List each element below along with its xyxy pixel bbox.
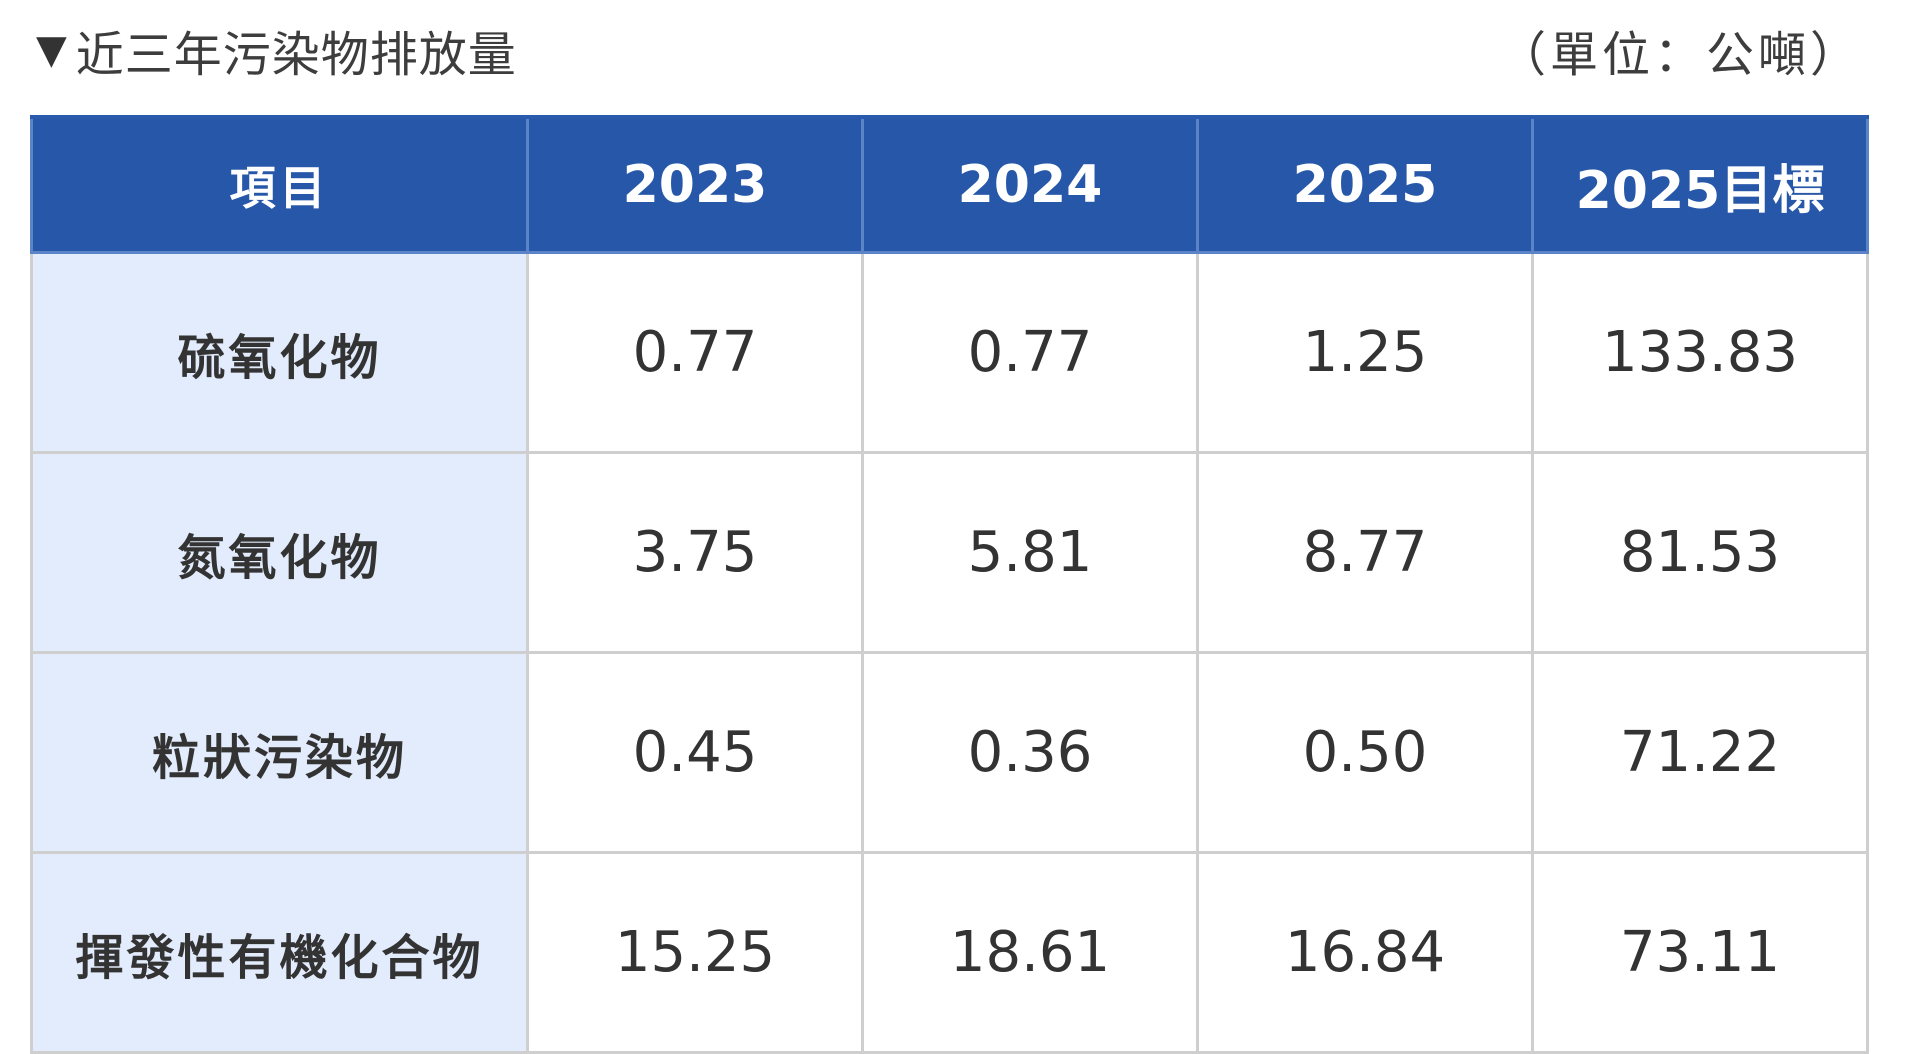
table-cell: 3.75 xyxy=(526,451,864,654)
table-cell: 0.77 xyxy=(861,251,1199,454)
table-cell: 0.45 xyxy=(526,651,864,854)
header-2024: 2024 xyxy=(861,115,1199,254)
table-row: 氮氧化物 3.75 5.81 8.77 81.53 xyxy=(30,451,1869,654)
emissions-table-container: 項目 2023 2024 2025 2025目標 硫氧化物 0.77 0.77 … xyxy=(30,115,1869,1054)
page-title: ▼ 近三年污染物排放量 xyxy=(36,15,517,85)
header-2025: 2025 xyxy=(1196,115,1534,254)
table-row: 粒狀污染物 0.45 0.36 0.50 71.22 xyxy=(30,651,1869,854)
table-cell: 133.83 xyxy=(1531,251,1869,454)
header-2023: 2023 xyxy=(526,115,864,254)
row-label: 氮氧化物 xyxy=(30,451,529,654)
triangle-down-icon: ▼ xyxy=(36,27,68,73)
table-cell: 0.50 xyxy=(1196,651,1534,854)
table-cell: 0.36 xyxy=(861,651,1199,854)
header-item: 項目 xyxy=(30,115,529,254)
table-cell: 16.84 xyxy=(1196,851,1534,1054)
table-cell: 73.11 xyxy=(1531,851,1869,1054)
row-label: 硫氧化物 xyxy=(30,251,529,454)
table-cell: 15.25 xyxy=(526,851,864,1054)
table-cell: 8.77 xyxy=(1196,451,1534,654)
title-row: ▼ 近三年污染物排放量 （單位：公噸） xyxy=(36,10,1862,90)
header-2025-target: 2025目標 xyxy=(1531,115,1869,254)
table-cell: 81.53 xyxy=(1531,451,1869,654)
table-cell: 5.81 xyxy=(861,451,1199,654)
emissions-table: 項目 2023 2024 2025 2025目標 硫氧化物 0.77 0.77 … xyxy=(30,115,1869,1054)
table-cell: 71.22 xyxy=(1531,651,1869,854)
unit-label: （單位：公噸） xyxy=(1497,27,1862,83)
table-cell: 1.25 xyxy=(1196,251,1534,454)
table-header-row: 項目 2023 2024 2025 2025目標 xyxy=(30,115,1869,254)
table-row: 揮發性有機化合物 15.25 18.61 16.84 73.11 xyxy=(30,851,1869,1054)
row-label: 粒狀污染物 xyxy=(30,651,529,854)
row-label: 揮發性有機化合物 xyxy=(30,851,529,1054)
table-row: 硫氧化物 0.77 0.77 1.25 133.83 xyxy=(30,251,1869,454)
table-cell: 18.61 xyxy=(861,851,1199,1054)
page-title-text: 近三年污染物排放量 xyxy=(75,27,517,83)
table-cell: 0.77 xyxy=(526,251,864,454)
